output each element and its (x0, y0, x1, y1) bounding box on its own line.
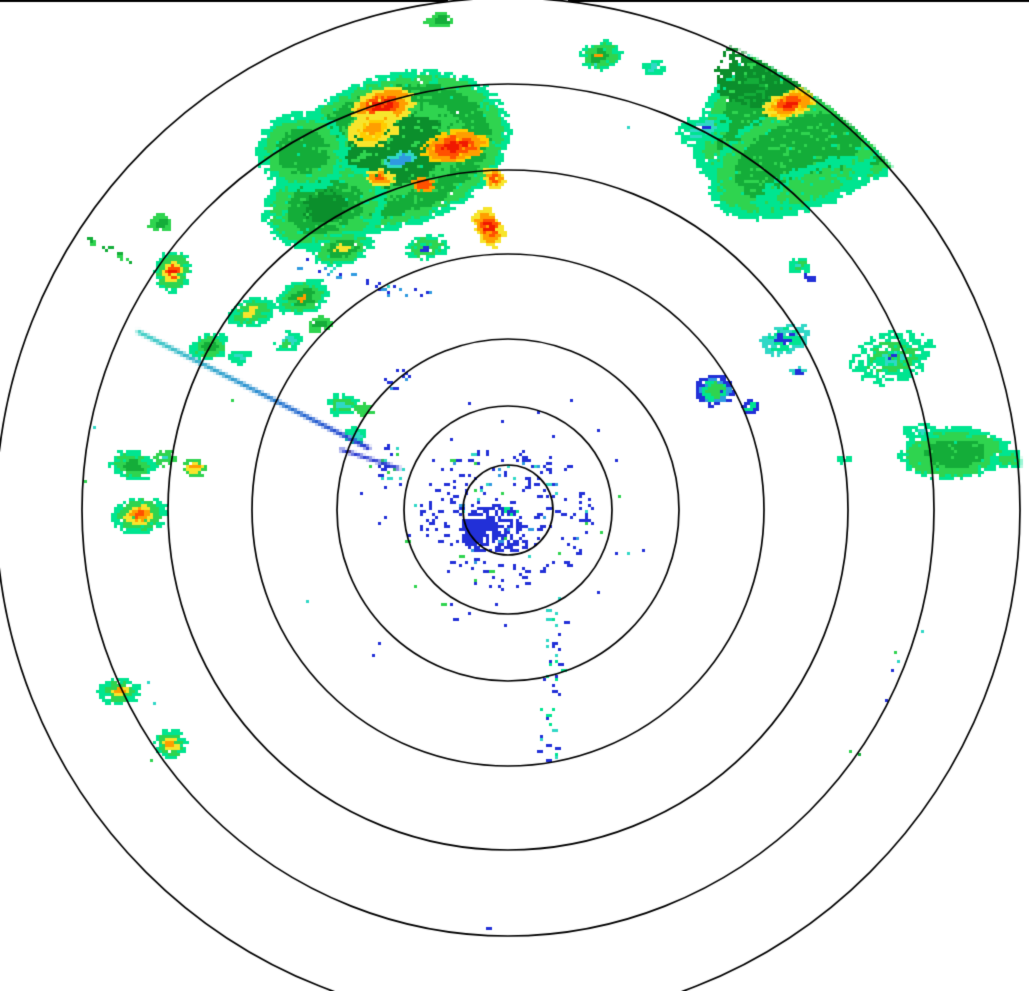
radar-display (0, 0, 1029, 991)
radar-reflectivity-canvas (0, 0, 1029, 991)
